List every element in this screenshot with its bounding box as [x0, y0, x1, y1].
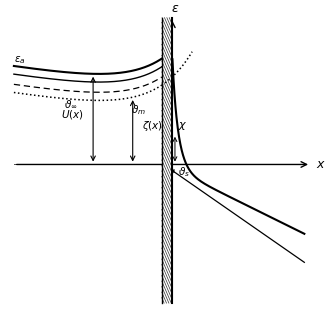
Text: $\vartheta_\infty$: $\vartheta_\infty$ [64, 98, 78, 110]
Text: $\zeta(x)$: $\zeta(x)$ [142, 119, 163, 133]
Text: $x$: $x$ [316, 158, 326, 171]
Polygon shape [162, 18, 172, 303]
Text: $l$: $l$ [164, 282, 169, 294]
Text: $\vartheta_s$: $\vartheta_s$ [178, 166, 190, 180]
Text: $\varepsilon$: $\varepsilon$ [171, 2, 179, 14]
Text: $0$: $0$ [160, 146, 168, 158]
Text: $U(x)$: $U(x)$ [60, 108, 83, 121]
Text: $\varepsilon_a$: $\varepsilon_a$ [14, 55, 26, 66]
Text: $\chi$: $\chi$ [178, 120, 187, 132]
Text: $\vartheta_m$: $\vartheta_m$ [131, 103, 146, 116]
